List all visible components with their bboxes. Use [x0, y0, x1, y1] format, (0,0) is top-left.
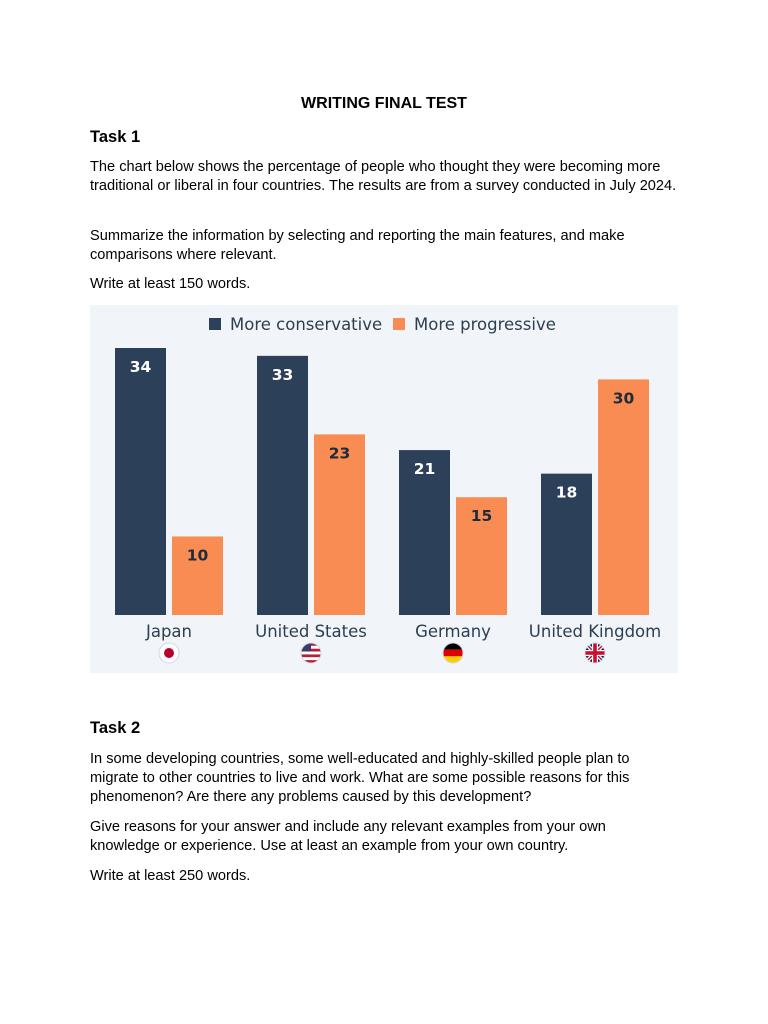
category-label-united-states: United States: [255, 622, 367, 641]
value-label-germany-more-progressive: 15: [471, 507, 493, 525]
bar-germany-more-progressive: [456, 497, 507, 615]
bar-united-kingdom-more-progressive: [598, 379, 649, 615]
task1-word-count: Write at least 150 words.: [90, 276, 251, 292]
legend-label-more-conservative: More conservative: [230, 315, 382, 334]
legend-swatch-more-conservative: [209, 318, 221, 330]
bar-japan-more-progressive: [172, 536, 223, 615]
chart-flags: [158, 642, 606, 664]
value-label-united-states-more-conservative: 33: [272, 366, 294, 384]
task1-heading: Task 1: [90, 128, 141, 146]
bar-united-states-more-conservative: [257, 355, 308, 615]
legend-swatch-more-progressive: [393, 318, 405, 330]
chart-legend: More conservative More progressive: [209, 315, 556, 334]
value-label-united-kingdom-more-progressive: 30: [613, 389, 635, 407]
bar-japan-more-conservative: [115, 348, 166, 615]
uk-flag-icon: [584, 642, 606, 664]
value-label-germany-more-conservative: 21: [414, 460, 436, 478]
task2-heading: Task 2: [90, 719, 141, 737]
task1-prompt: The chart below shows the percentage of …: [90, 159, 677, 194]
legend-label-more-progressive: More progressive: [414, 315, 556, 334]
value-label-united-kingdom-more-conservative: 18: [556, 484, 578, 502]
usa-flag-icon: [300, 642, 322, 664]
task1-instructions: Summarize the information by selecting a…: [90, 228, 625, 263]
category-label-japan: Japan: [145, 622, 192, 641]
chart-category-labels: Japan United States Germany United Kingdom: [145, 622, 661, 641]
chart-bars: [115, 348, 649, 615]
category-label-germany: Germany: [415, 622, 491, 641]
bar-chart: More conservative More progressive 34 10 33…: [90, 305, 678, 673]
japan-flag-icon: [158, 642, 180, 664]
value-label-japan-more-conservative: 34: [130, 358, 152, 376]
task2-instructions: Give reasons for your answer and include…: [90, 819, 606, 854]
chart-svg: More conservative More progressive 34 10 33…: [115, 315, 661, 664]
value-label-japan-more-progressive: 10: [187, 546, 209, 564]
bar-germany-more-conservative: [399, 450, 450, 615]
task2-prompt: In some developing countries, some well-…: [90, 751, 630, 805]
task2-word-count: Write at least 250 words.: [90, 868, 251, 884]
chart-value-labels: 34 10 33 23 21 15 18 30: [130, 358, 635, 564]
document-title: WRITING FINAL TEST: [301, 95, 467, 112]
category-label-united-kingdom: United Kingdom: [529, 622, 661, 641]
bar-united-kingdom-more-conservative: [541, 473, 592, 615]
value-label-united-states-more-progressive: 23: [329, 444, 351, 462]
bar-united-states-more-progressive: [314, 434, 365, 615]
germany-flag-icon: [442, 642, 464, 664]
